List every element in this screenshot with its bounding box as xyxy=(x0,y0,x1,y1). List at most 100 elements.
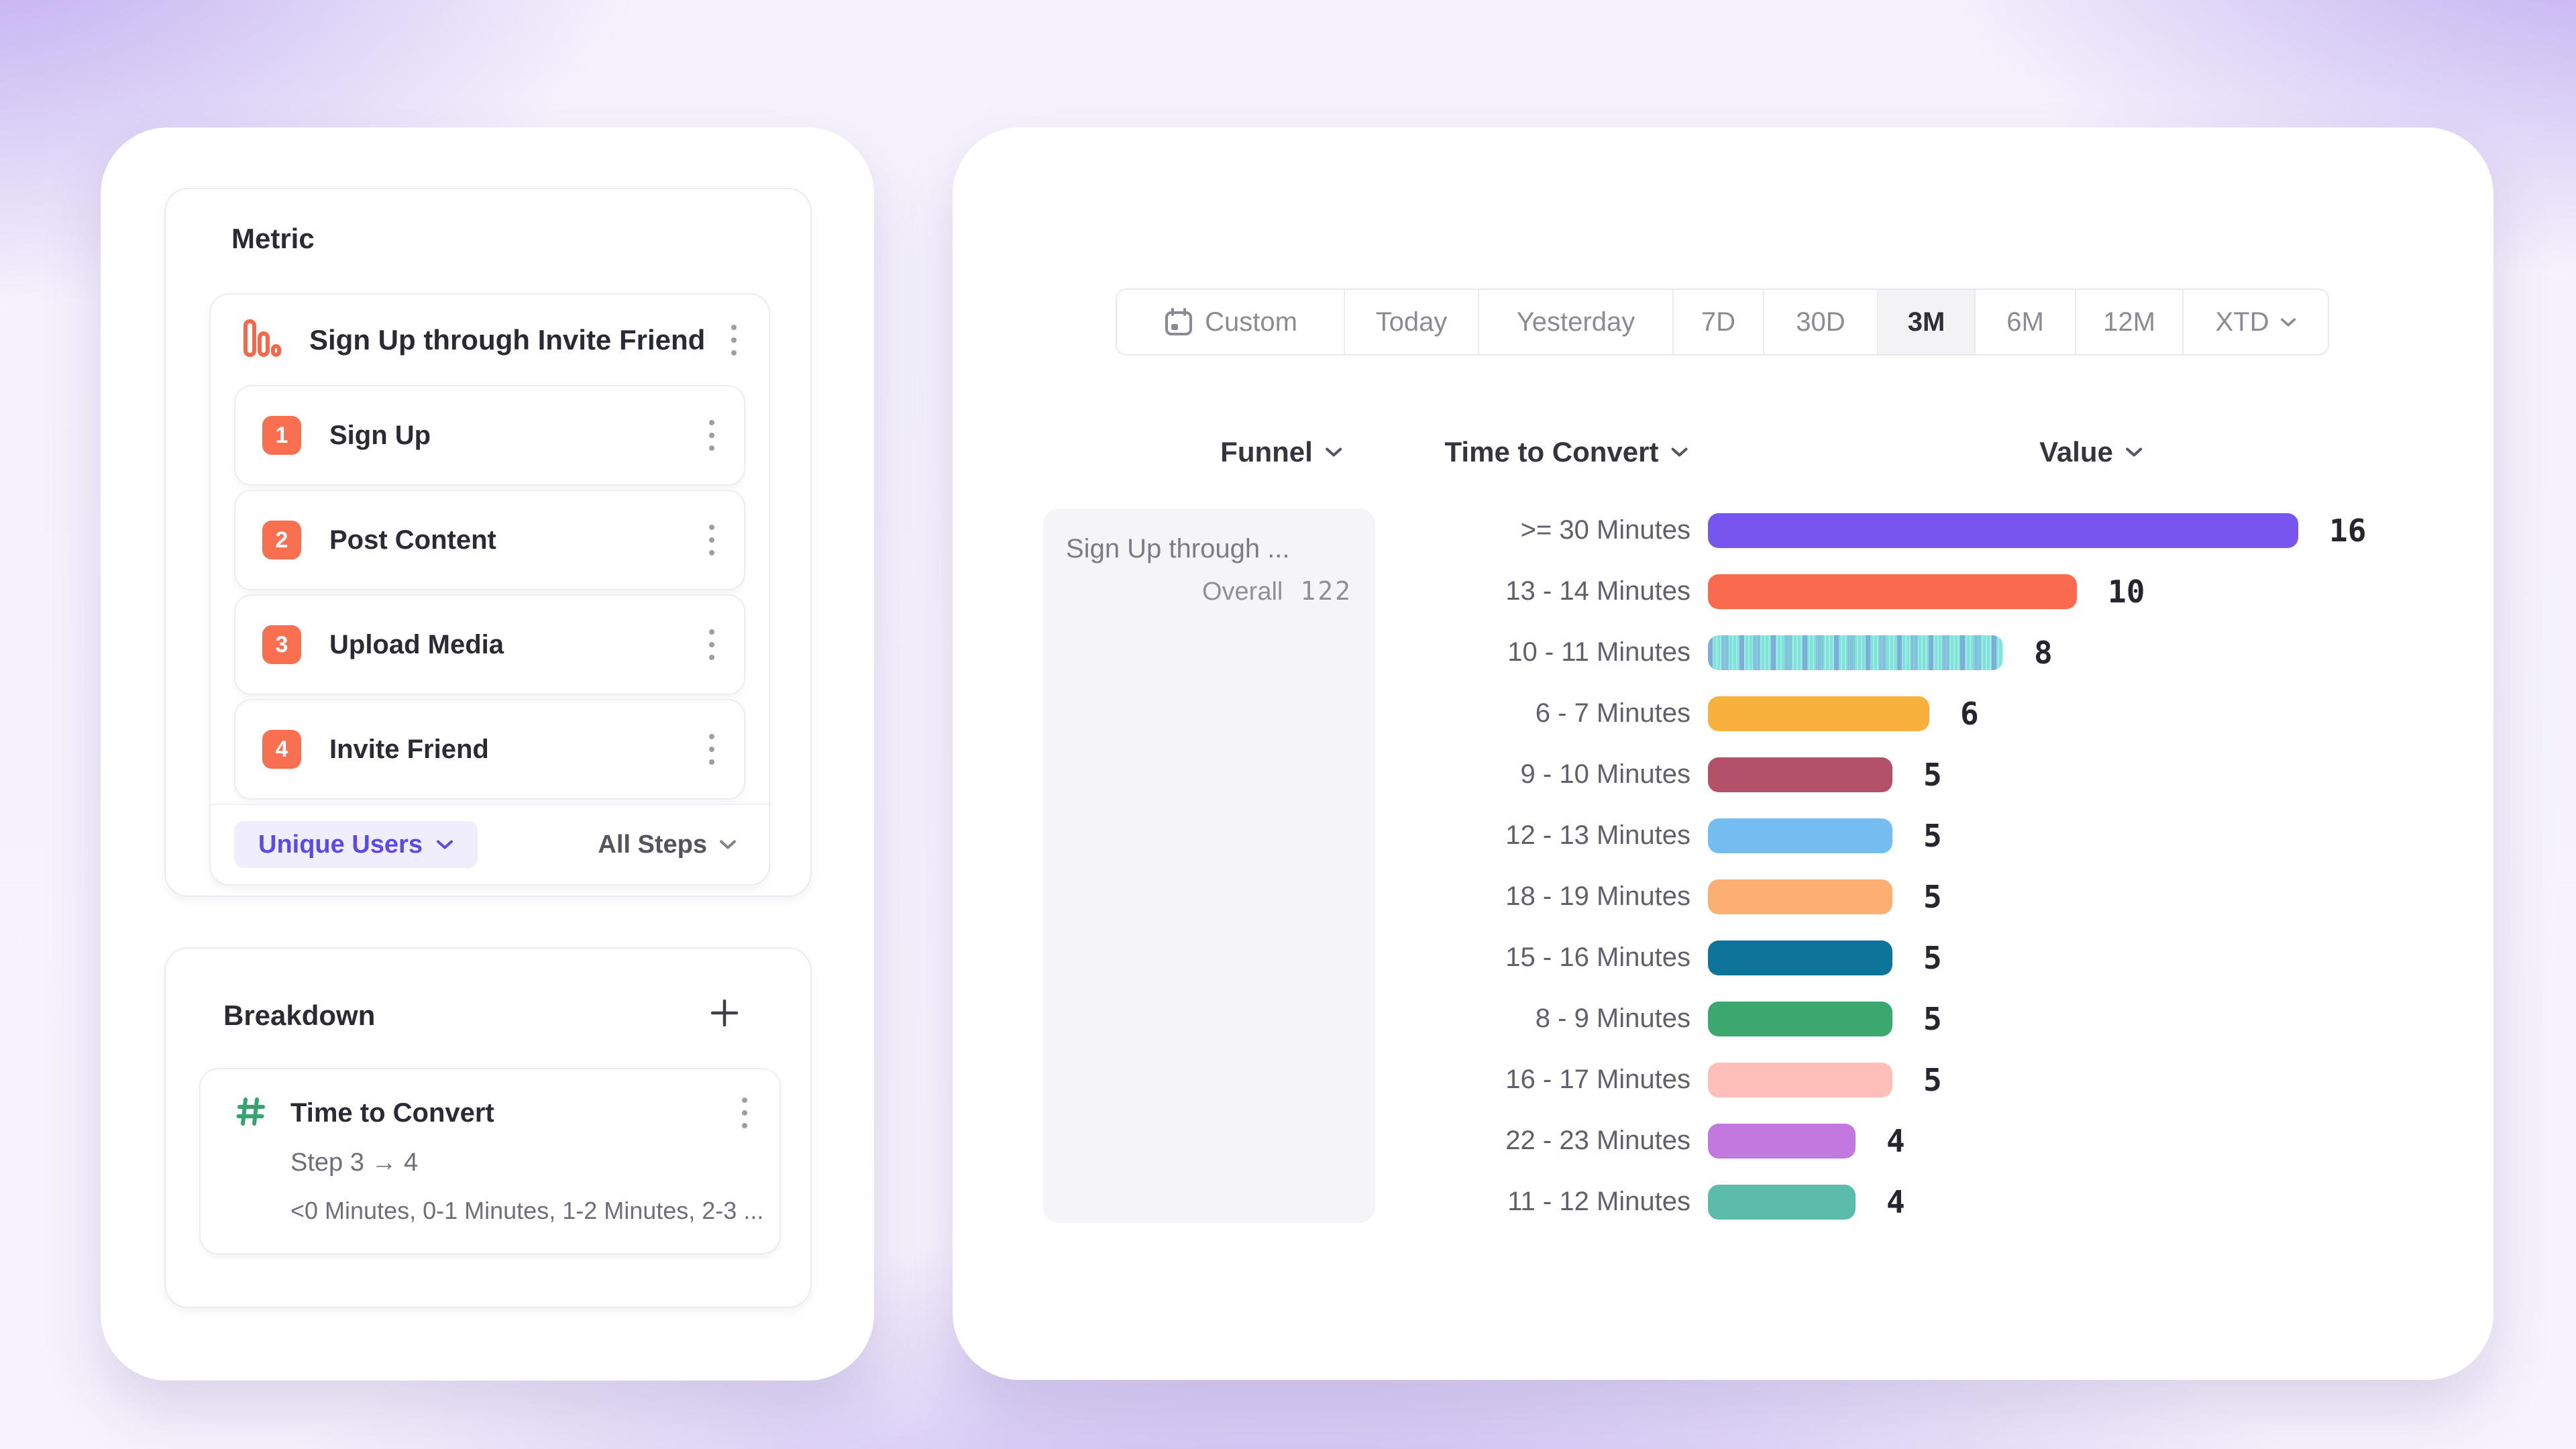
step-number-badge: 4 xyxy=(262,730,301,769)
chevron-down-icon xyxy=(2125,447,2142,457)
funnel-step-card[interactable]: 3 Upload Media xyxy=(234,594,745,695)
chart-bar-value: 8 xyxy=(2034,634,2053,671)
chart-bar-value: 4 xyxy=(1886,1122,1905,1159)
chart-bar[interactable] xyxy=(1708,879,1892,914)
funnel-metric-menu-button[interactable] xyxy=(723,317,745,364)
date-segment-label: 12M xyxy=(2103,307,2155,337)
chevron-down-icon xyxy=(1671,447,1688,457)
column-header-value-label: Value xyxy=(2039,436,2113,468)
steps-filter-dropdown-label: All Steps xyxy=(598,830,707,859)
breakdown-step-range: Step 3 → 4 xyxy=(290,1148,419,1177)
chart-row: 8 - 9 Minutes 5 xyxy=(1315,988,2366,1049)
chart-bar[interactable] xyxy=(1708,513,2298,548)
breakdown-buckets-preview: <0 Minutes, 0-1 Minutes, 1-2 Minutes, 2-… xyxy=(290,1197,764,1224)
date-segment-label: Today xyxy=(1375,307,1448,337)
plus-icon xyxy=(710,999,739,1027)
metric-section-title: Metric xyxy=(231,223,315,254)
funnel-summary-card[interactable]: Sign Up through ... Overall 122 xyxy=(1043,508,1375,1223)
chart-bar[interactable] xyxy=(1708,1062,1892,1097)
column-header-time-to-convert[interactable]: Time to Convert xyxy=(1445,436,1688,468)
funnel-step-card[interactable]: 1 Sign Up xyxy=(234,385,745,486)
column-header-value[interactable]: Value xyxy=(2039,436,2143,468)
step-label: Sign Up xyxy=(329,420,431,450)
chart-row: 18 - 19 Minutes 5 xyxy=(1315,866,2366,927)
steps-filter-dropdown[interactable]: All Steps xyxy=(598,830,737,859)
date-segment-label: 6M xyxy=(2006,307,2044,337)
date-segment-12m[interactable]: 12M xyxy=(2076,290,2184,354)
date-segment-7d[interactable]: 7D xyxy=(1674,290,1764,354)
chevron-down-icon xyxy=(720,840,736,849)
chart-row-label: 10 - 11 Minutes xyxy=(1507,637,1690,667)
breakdown-menu-button[interactable] xyxy=(734,1089,755,1136)
add-breakdown-button[interactable] xyxy=(708,997,741,1031)
breakdown-property-name: Time to Convert xyxy=(290,1097,494,1128)
chart-bar[interactable] xyxy=(1708,940,1892,975)
chart-bar[interactable] xyxy=(1708,1123,1856,1159)
chart-row-label: >= 30 Minutes xyxy=(1520,515,1691,545)
chart-row-label: 9 - 10 Minutes xyxy=(1520,759,1690,789)
step-label: Invite Friend xyxy=(329,734,489,764)
chart-bar[interactable] xyxy=(1708,1184,1856,1220)
step-menu-button[interactable] xyxy=(701,726,722,773)
funnel-chart-icon xyxy=(241,317,282,362)
chart-bar-value: 5 xyxy=(1923,939,1942,976)
date-segment-xtd[interactable]: XTD xyxy=(2184,290,2328,354)
breakdown-property-row: Time to Convert xyxy=(234,1089,755,1136)
step-number-badge: 3 xyxy=(262,625,301,664)
number-property-icon xyxy=(234,1095,268,1132)
funnel-metric-title: Sign Up through Invite Friend xyxy=(309,323,706,356)
chart-bar[interactable] xyxy=(1708,1001,1892,1036)
date-segment-today[interactable]: Today xyxy=(1345,290,1479,354)
chart-bar[interactable] xyxy=(1708,574,2077,609)
chart-bar-value: 5 xyxy=(1923,756,1942,793)
chart-row: 9 - 10 Minutes 5 xyxy=(1315,744,2366,805)
chart-bar-value: 6 xyxy=(1960,695,1979,732)
date-segment-3m[interactable]: 3M xyxy=(1878,290,1976,354)
metric-section: Metric Sign Up through Invite Friend 1 xyxy=(164,188,812,897)
date-segment-label: Custom xyxy=(1205,307,1297,337)
date-segment-30d[interactable]: 30D xyxy=(1764,290,1878,354)
breakdown-section-title: Breakdown xyxy=(223,1000,376,1031)
chart-bar[interactable] xyxy=(1708,635,2003,670)
step-label: Upload Media xyxy=(329,629,504,659)
funnel-step-card[interactable]: 2 Post Content xyxy=(234,490,745,590)
chart-row: 11 - 12 Minutes 4 xyxy=(1315,1171,2366,1232)
measurement-dropdown-label: Unique Users xyxy=(258,830,423,859)
step-menu-button[interactable] xyxy=(701,412,722,459)
funnel-metric-header[interactable]: Sign Up through Invite Friend xyxy=(211,294,769,385)
chart-row-label: 6 - 7 Minutes xyxy=(1535,698,1690,728)
column-header-funnel[interactable]: Funnel xyxy=(1220,436,1342,468)
chart-row: >= 30 Minutes 16 xyxy=(1315,500,2367,561)
chart-row: 12 - 13 Minutes 5 xyxy=(1315,805,2366,866)
calendar-icon xyxy=(1165,308,1193,335)
chart-row: 15 - 16 Minutes 5 xyxy=(1315,927,2366,988)
chart-row: 22 - 23 Minutes 4 xyxy=(1315,1110,2366,1171)
date-segment-6m[interactable]: 6M xyxy=(1976,290,2076,354)
step-menu-button[interactable] xyxy=(701,517,722,564)
chart-bar-value: 10 xyxy=(2108,573,2145,610)
breakdown-property-card[interactable]: Time to Convert Step 3 → 4 <0 Minutes, 0… xyxy=(199,1068,781,1254)
chart-row-label: 22 - 23 Minutes xyxy=(1505,1126,1690,1155)
chart-row-label: 15 - 16 Minutes xyxy=(1505,943,1690,972)
funnel-step-card[interactable]: 4 Invite Friend xyxy=(234,699,745,800)
chevron-down-icon xyxy=(436,840,453,849)
funnel-steps-list: 1 Sign Up 2 Post Content 3 Upload Media 4 Invit… xyxy=(211,385,769,800)
chart-bar[interactable] xyxy=(1708,696,1929,731)
chart-bar[interactable] xyxy=(1708,757,1892,792)
column-header-time-to-convert-label: Time to Convert xyxy=(1444,436,1659,468)
chart-bar-value: 16 xyxy=(2329,512,2367,549)
metric-footer: Unique Users All Steps xyxy=(211,805,769,884)
date-segment-yesterday[interactable]: Yesterday xyxy=(1479,290,1674,354)
chart-row-label: 13 - 14 Minutes xyxy=(1505,576,1690,606)
chart-bar[interactable] xyxy=(1708,818,1892,853)
chart-row-label: 18 - 19 Minutes xyxy=(1505,881,1690,911)
chart-row: 13 - 14 Minutes 10 xyxy=(1315,561,2366,622)
chart-row-label: 12 - 13 Minutes xyxy=(1505,820,1690,850)
chevron-down-icon xyxy=(1325,447,1342,457)
chart-row-label: 8 - 9 Minutes xyxy=(1535,1004,1690,1033)
date-segment-label: 30D xyxy=(1796,307,1845,337)
date-segment-custom[interactable]: Custom xyxy=(1117,290,1345,354)
step-menu-button[interactable] xyxy=(701,621,722,668)
date-segment-label: Yesterday xyxy=(1516,307,1635,337)
measurement-dropdown[interactable]: Unique Users xyxy=(234,821,478,868)
